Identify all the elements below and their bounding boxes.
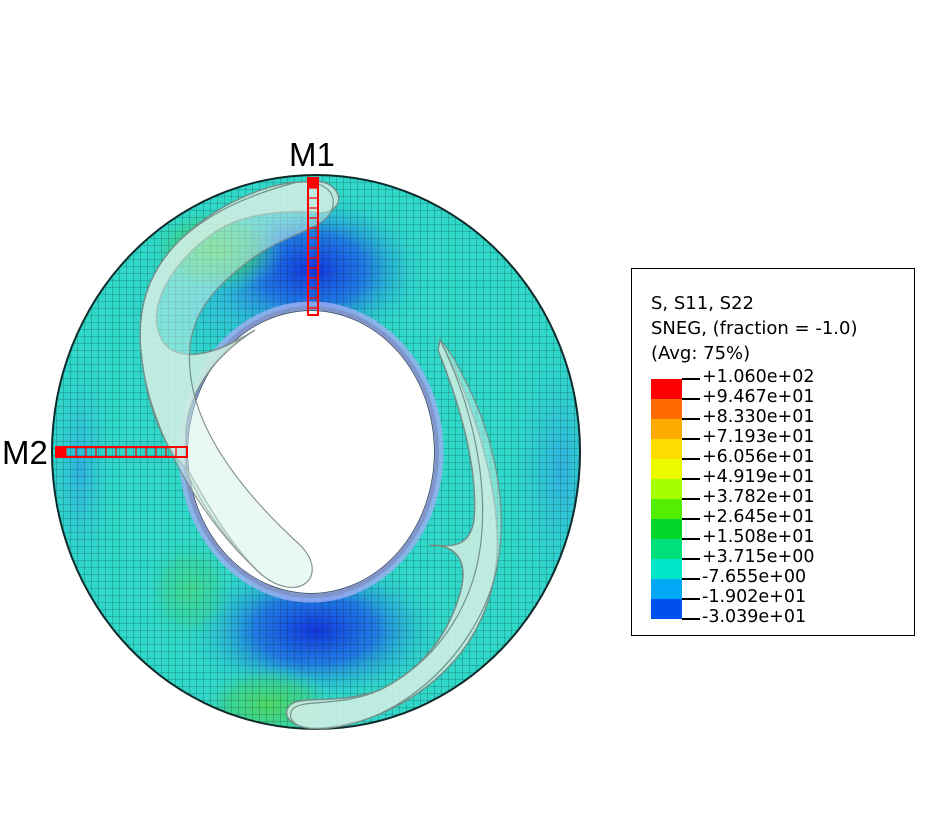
contour-legend: S, S11, S22 SNEG, (fraction = -1.0) (Avg… [631, 268, 915, 636]
legend-tick [682, 398, 700, 400]
legend-color-scale [651, 378, 700, 620]
legend-tick [682, 598, 700, 600]
legend-value-label: +1.508e+01 [702, 527, 815, 547]
legend-color-band [651, 499, 682, 519]
legend-value-label: +4.919e+01 [702, 467, 815, 487]
legend-tick [682, 418, 700, 420]
legend-color-band [651, 419, 682, 439]
legend-value-label: +7.193e+01 [702, 427, 815, 447]
legend-tick [682, 538, 700, 540]
legend-color-band [651, 379, 682, 399]
legend-color-band [651, 399, 682, 419]
legend-value-label: -1.902e+01 [702, 587, 807, 607]
marker-label-m1: M1 [289, 136, 335, 173]
legend-value-label: +9.467e+01 [702, 387, 815, 407]
legend-tick [682, 578, 700, 580]
legend-value-label: -3.039e+01 [702, 607, 807, 627]
legend-value-label: -7.655e+00 [702, 567, 807, 587]
legend-value-label: +6.056e+01 [702, 447, 815, 467]
measurement-line-m1 [307, 177, 319, 316]
marker-label-m2: M2 [2, 434, 48, 471]
legend-color-band [651, 539, 682, 559]
legend-color-band [651, 559, 682, 579]
measurement-line-m2 [55, 446, 188, 458]
legend-tick [682, 498, 700, 500]
legend-value-label: +3.782e+01 [702, 487, 815, 507]
legend-value-label: +8.330e+01 [702, 407, 815, 427]
legend-tick [682, 438, 700, 440]
legend-tick [682, 478, 700, 480]
legend-color-band [651, 599, 682, 619]
legend-section-point: SNEG, (fraction = -1.0) [651, 318, 858, 339]
legend-tick [682, 518, 700, 520]
legend-color-band [651, 579, 682, 599]
legend-color-band [651, 439, 682, 459]
legend-averaging: (Avg: 75%) [651, 343, 751, 364]
legend-variable: S, S11, S22 [651, 293, 754, 314]
legend-tick [682, 378, 700, 380]
legend-color-band [651, 459, 682, 479]
s-shaped-insert [139, 180, 502, 730]
legend-color-band [651, 479, 682, 499]
legend-tick [682, 458, 700, 460]
legend-color-band [651, 519, 682, 539]
legend-tick [682, 558, 700, 560]
legend-value-label: +2.645e+01 [702, 507, 815, 527]
legend-value-label: +1.060e+02 [702, 367, 815, 387]
legend-value-label: +3.715e+00 [702, 547, 815, 567]
legend-tick [682, 618, 700, 620]
